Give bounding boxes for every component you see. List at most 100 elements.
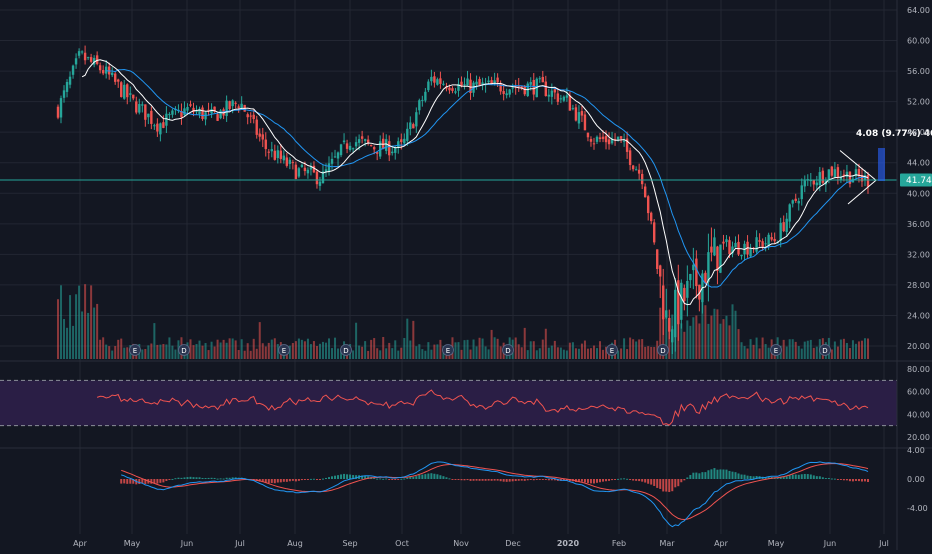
candle-body: [80, 51, 84, 53]
macd-histogram-bar: [228, 477, 231, 479]
macd-histogram-bar: [457, 479, 460, 480]
volume-bar: [800, 348, 803, 359]
price-tick-label: 28.00: [907, 281, 930, 290]
volume-bar: [644, 346, 647, 359]
volume-bar: [78, 285, 81, 359]
macd-histogram-bar: [376, 478, 379, 480]
measure-bar[interactable]: [878, 148, 885, 181]
macd-histogram-bar: [276, 479, 279, 483]
candle-body: [360, 136, 364, 139]
volume-bar: [168, 337, 171, 359]
macd-histogram-bar: [704, 472, 707, 479]
macd-histogram-bar: [120, 479, 123, 484]
macd-histogram: [120, 468, 869, 493]
candle-body: [210, 109, 213, 114]
candle-body: [159, 123, 162, 135]
macd-histogram-bar: [719, 469, 722, 479]
candle-body: [279, 150, 283, 159]
candle-body: [261, 134, 264, 140]
candle-body: [740, 254, 743, 257]
volume-bar: [105, 344, 108, 359]
candle-body: [65, 82, 69, 92]
candle-body: [252, 114, 255, 120]
candle-body: [412, 124, 415, 129]
candle-body: [315, 171, 319, 185]
price-tick-label: 40.00: [907, 189, 930, 198]
volume-bar: [626, 349, 629, 359]
macd-histogram-bar: [412, 476, 415, 479]
candle-body: [207, 109, 210, 111]
volume-bar: [592, 345, 595, 359]
macd-histogram-bar: [845, 479, 848, 481]
candle-body: [827, 169, 831, 180]
macd-histogram-bar: [698, 473, 701, 479]
volume-bar: [114, 346, 117, 359]
candle-body: [698, 284, 701, 300]
macd-histogram-bar: [129, 479, 132, 484]
volume-bar: [457, 342, 460, 359]
volume-bar: [382, 337, 385, 359]
volume-bar: [722, 319, 725, 359]
volume-bar: [231, 338, 234, 359]
candle-body: [330, 158, 334, 164]
macd-histogram-bar: [306, 479, 309, 480]
candle-body: [123, 84, 126, 99]
candle-body: [117, 79, 120, 82]
macd-histogram-bar: [153, 479, 156, 484]
volume-bar: [63, 319, 66, 359]
candle-body: [704, 272, 707, 284]
volume-bar: [731, 304, 734, 359]
candle-body: [610, 138, 614, 144]
volume-bar: [291, 343, 294, 359]
candle-body: [848, 171, 852, 184]
macd-histogram-bar: [641, 479, 644, 482]
candle-body: [665, 310, 668, 318]
macd-histogram-bar: [478, 479, 481, 481]
candle-body: [394, 148, 397, 153]
candle-body: [689, 273, 692, 281]
volume-bar: [586, 348, 589, 359]
macd-histogram-bar: [577, 479, 580, 482]
macd-histogram-bar: [315, 479, 318, 480]
macd-histogram-bar: [839, 479, 842, 480]
candle-body: [273, 150, 277, 160]
volume-bar: [845, 342, 848, 359]
volume-bar: [469, 349, 472, 359]
macd-axis[interactable]: 4.00 0.00 -4.00: [907, 446, 928, 513]
price-tick-label: 36.00: [907, 220, 930, 229]
volume-bar: [605, 346, 608, 359]
volume-bar: [653, 346, 656, 359]
macd-histogram-bar: [484, 479, 487, 481]
candle-body: [153, 125, 156, 127]
volume-bar: [258, 322, 261, 359]
candle-body: [285, 157, 289, 166]
volume-bar: [81, 311, 84, 359]
candle-body: [442, 83, 445, 85]
volume-bar: [261, 343, 264, 359]
rsi-axis[interactable]: 80.00 60.00 40.00 20.00: [907, 365, 930, 442]
time-axis[interactable]: Apr May Jun Jul Aug Sep Oct Nov Dec 2020 Feb Mar Apr…: [73, 539, 889, 548]
price-tick-label: 48.00: [907, 128, 930, 137]
macd-histogram-bar: [854, 479, 857, 481]
candle-body: [839, 176, 843, 180]
volume-bar: [421, 349, 424, 359]
volume-bar: [303, 341, 306, 359]
volume-bar: [478, 337, 481, 359]
candle-body: [348, 145, 352, 150]
candle-body: [339, 144, 343, 156]
volume-bar: [517, 344, 520, 359]
macd-histogram-bar: [755, 475, 758, 479]
volume-bar: [123, 347, 126, 359]
volume-bar: [659, 307, 662, 359]
candle-body: [430, 76, 433, 82]
volume-bar: [520, 347, 523, 359]
volume-bar: [595, 348, 598, 359]
volume-bar: [761, 337, 764, 359]
macd-histogram-bar: [502, 479, 505, 482]
candle-body: [288, 159, 292, 164]
candle-body: [445, 86, 448, 89]
price-axis[interactable]: 64.00 60.00 56.00 52.00 48.00 44.00 40.00 36.00…: [907, 6, 930, 351]
macd-histogram-bar: [493, 479, 496, 481]
event-badge-label: D: [181, 347, 186, 355]
candle-body: [707, 252, 710, 282]
